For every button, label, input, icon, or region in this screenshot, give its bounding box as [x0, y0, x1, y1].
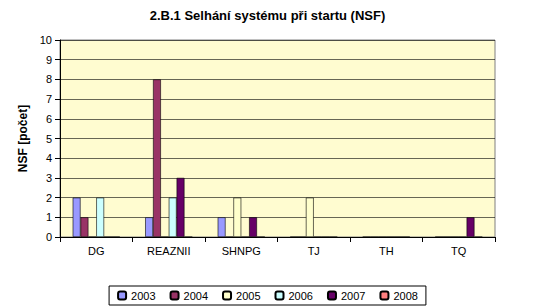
- svg-text:10: 10: [40, 34, 52, 46]
- svg-text:1: 1: [46, 211, 52, 223]
- svg-text:2003: 2003: [131, 290, 155, 302]
- svg-text:8: 8: [46, 73, 52, 85]
- svg-text:NSF [počet]: NSF [počet]: [16, 105, 30, 172]
- svg-text:REAZNII: REAZNII: [147, 245, 190, 257]
- svg-text:6: 6: [46, 113, 52, 125]
- svg-text:TH: TH: [379, 245, 394, 257]
- svg-text:0: 0: [46, 231, 52, 243]
- svg-text:TQ: TQ: [451, 245, 467, 257]
- svg-text:2004: 2004: [184, 290, 208, 302]
- svg-text:7: 7: [46, 93, 52, 105]
- svg-text:4: 4: [46, 152, 52, 164]
- svg-text:DG: DG: [88, 245, 105, 257]
- svg-text:5: 5: [46, 133, 52, 145]
- svg-text:9: 9: [46, 54, 52, 66]
- svg-text:TJ: TJ: [308, 245, 320, 257]
- svg-text:2007: 2007: [341, 290, 365, 302]
- svg-text:2008: 2008: [393, 290, 417, 302]
- svg-text:2005: 2005: [236, 290, 260, 302]
- svg-text:2006: 2006: [289, 290, 313, 302]
- svg-text:2.B.1 Selhání systému při star: 2.B.1 Selhání systému při startu (NSF): [150, 8, 386, 23]
- svg-text:SHNPG: SHNPG: [222, 245, 261, 257]
- svg-text:3: 3: [46, 172, 52, 184]
- svg-text:2: 2: [46, 192, 52, 204]
